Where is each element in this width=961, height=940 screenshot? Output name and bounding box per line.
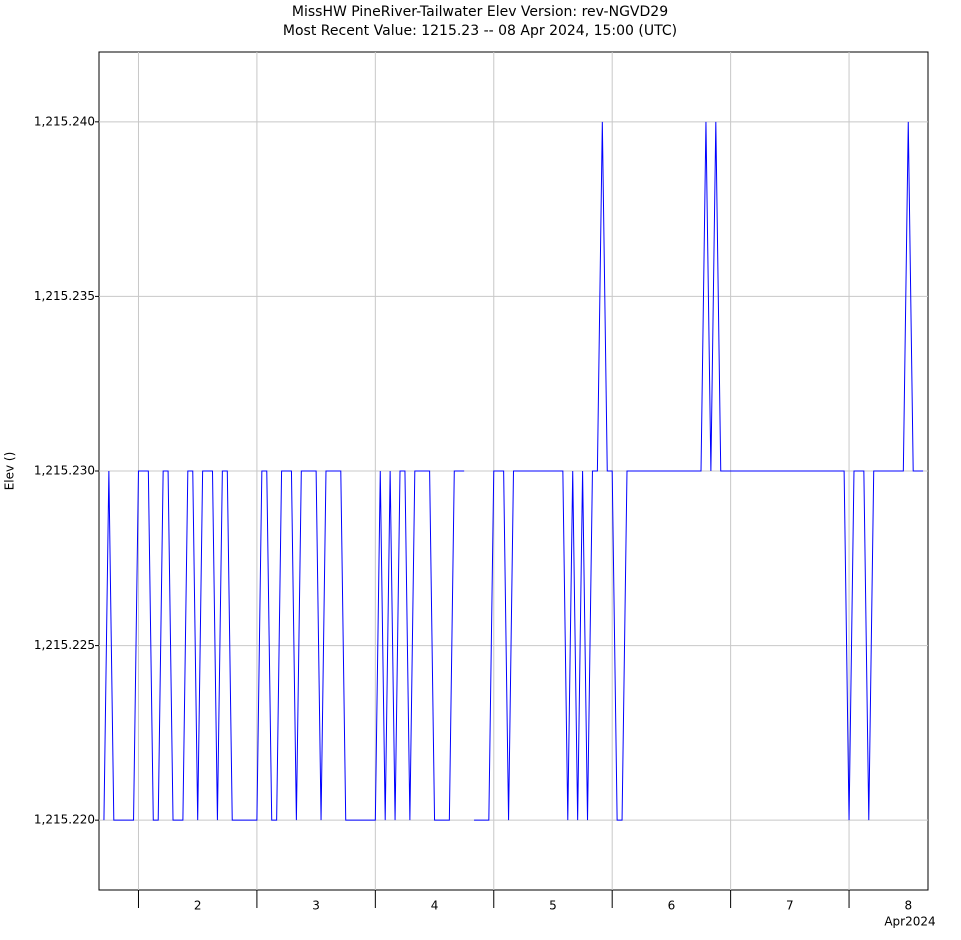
y-tick-label: 1,215.220 [34, 813, 95, 827]
y-tick-label: 1,215.235 [34, 289, 95, 303]
x-tick-label: 8 [904, 899, 912, 913]
x-tick-label: 2 [194, 899, 202, 913]
y-tick-label: 1,215.240 [34, 114, 95, 128]
y-tick-label: 1,215.225 [34, 638, 95, 652]
y-axis-label: Elev () [3, 452, 17, 491]
x-tick-label: 3 [312, 899, 320, 913]
series-line [474, 121, 924, 821]
x-tick-label: 6 [668, 899, 676, 913]
chart-subtitle: Most Recent Value: 1215.23 -- 08 Apr 202… [283, 23, 677, 39]
series-line [103, 470, 465, 821]
y-tick-label: 1,215.230 [34, 464, 95, 478]
x-tick-label: 7 [786, 899, 794, 913]
x-axis-annotation: Apr2024 [884, 915, 935, 929]
chart-title: MissHW PineRiver-Tailwater Elev Version:… [292, 4, 668, 20]
x-tick-label: 4 [431, 899, 439, 913]
x-tick-label: 5 [549, 899, 557, 913]
